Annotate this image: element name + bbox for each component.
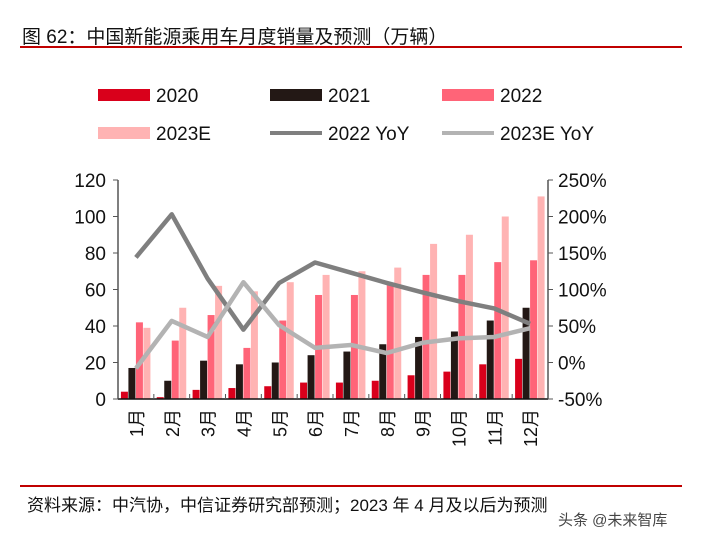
y-tick-label: 20	[85, 354, 106, 375]
title-rule	[20, 46, 682, 48]
y-tick-label: 0	[95, 390, 106, 411]
bar-2020-5月	[264, 386, 272, 399]
bar-2020-8月	[371, 380, 379, 399]
x-tick-label: 8月	[378, 409, 398, 437]
bar-2020-2月	[156, 397, 164, 399]
y-tick-label: 60	[85, 281, 106, 302]
y-tick-label: 120	[74, 171, 106, 192]
bar-2020-6月	[300, 382, 308, 399]
line-2022 YoY	[134, 212, 531, 332]
bar-2023E-7月	[358, 271, 366, 399]
x-tick-label: 7月	[342, 409, 362, 437]
bar-2023E-12月	[537, 196, 545, 399]
legend-swatch-2020	[98, 89, 150, 101]
y2-tick-label: 250%	[558, 171, 607, 192]
bar-2023E-2月	[179, 307, 187, 399]
bar-2021-3月	[200, 360, 208, 399]
bar-2020-11月	[479, 364, 487, 399]
bar-2022-2月	[171, 340, 179, 399]
bar-2022-9月	[422, 274, 430, 399]
chart-title: 图 62：中国新能源乘用车月度销量及预测（万辆）	[22, 27, 448, 48]
bar-2020-12月	[515, 358, 523, 399]
bar-2020-10月	[443, 371, 451, 399]
bar-2023E-1月	[143, 327, 151, 399]
legend-label-2022 YoY: 2022 YoY	[328, 124, 410, 145]
bar-2023E-10月	[465, 234, 473, 399]
bar-2021-10月	[450, 331, 458, 399]
bar-2023E-4月	[250, 291, 258, 399]
x-tick-label: 6月	[306, 409, 326, 437]
x-tick-label: 11月	[485, 409, 505, 446]
x-tick-label: 12月	[521, 409, 541, 447]
bar-2023E-6月	[322, 274, 330, 399]
legend-label-2021: 2021	[328, 86, 370, 107]
bar-2020-7月	[335, 382, 343, 399]
bar-2021-4月	[235, 364, 243, 399]
bar-2020-4月	[228, 388, 236, 399]
bar-2021-2月	[164, 380, 172, 399]
bar-2022-4月	[243, 347, 251, 399]
y-tick-label: 80	[85, 244, 106, 265]
bar-2023E-9月	[430, 243, 438, 399]
bar-2021-1月	[128, 367, 136, 399]
y-tick-label: 40	[85, 317, 106, 338]
bar-2022-11月	[494, 262, 502, 399]
bar-2021-8月	[379, 344, 387, 399]
bar-2020-9月	[407, 375, 415, 399]
y2-tick-label: 100%	[558, 281, 607, 302]
bar-2022-12月	[530, 260, 538, 399]
watermark: 头条 @未来智库	[558, 512, 668, 529]
bar-2021-12月	[522, 307, 530, 399]
line-2023E YoY	[134, 279, 531, 370]
x-tick-label: 5月	[270, 409, 290, 437]
x-tick-label: 1月	[127, 409, 147, 437]
legend-swatch-2023E	[98, 127, 150, 139]
bar-2021-7月	[343, 351, 351, 399]
legend-swatch-2022	[442, 89, 494, 101]
source-note: 资料来源：中汽协，中信证券研究部预测；2023 年 4 月及以后为预测	[27, 496, 548, 515]
y2-tick-label: 200%	[558, 208, 607, 229]
y-tick-label: 100	[74, 208, 106, 229]
legend-swatch-2021	[270, 89, 322, 101]
y2-tick-label: 50%	[558, 317, 596, 338]
legend-label-2023E YoY: 2023E YoY	[500, 124, 594, 145]
x-tick-label: 10月	[449, 409, 469, 447]
bar-2021-9月	[415, 336, 423, 399]
bar-2023E-5月	[286, 282, 294, 399]
source-rule	[20, 485, 682, 487]
legend-label-2023E: 2023E	[156, 124, 211, 145]
x-tick-label: 3月	[199, 409, 219, 437]
bar-2021-5月	[271, 362, 279, 399]
bar-2023E-11月	[501, 216, 509, 399]
bar-2021-11月	[486, 320, 494, 399]
x-tick-label: 4月	[234, 409, 254, 437]
y2-tick-label: 0%	[558, 354, 586, 375]
y2-tick-label: 150%	[558, 244, 607, 265]
bar-2022-3月	[207, 315, 215, 399]
bar-2022-8月	[386, 284, 394, 399]
bar-2021-6月	[307, 355, 315, 399]
y2-tick-label: -50%	[558, 390, 602, 411]
x-tick-label: 9月	[414, 409, 434, 437]
bar-2023E-8月	[394, 267, 402, 399]
legend-label-2020: 2020	[156, 86, 198, 107]
bar-2020-3月	[192, 389, 200, 399]
x-tick-label: 2月	[163, 409, 183, 437]
legend-label-2022: 2022	[500, 86, 542, 107]
bar-2020-1月	[120, 391, 128, 399]
bar-2023E-3月	[215, 285, 223, 399]
bar-2022-5月	[279, 320, 287, 399]
